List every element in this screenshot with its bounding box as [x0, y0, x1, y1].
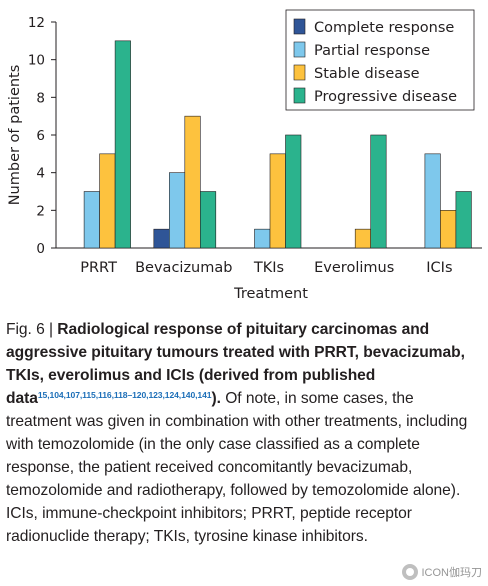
y-tick-label: 8	[36, 90, 45, 106]
x-tick-label: TKIs	[253, 260, 284, 276]
bar-chart: 0 2 4 6 8 10 12 Number of patients PRRT Bevacizum…	[7, 9, 482, 302]
x-tick-label: Bevacizumab	[135, 260, 232, 276]
chart-svg: 0 2 4 6 8 10 12 Number of patients PRRT Bevacizum…	[7, 9, 482, 302]
watermark-text: ICON伽玛刀	[421, 567, 483, 579]
x-axis-label: Treatment	[233, 286, 308, 302]
bar-stable-disease-icis	[440, 210, 457, 249]
x-tick-label: ICIs	[426, 260, 452, 276]
y-tick-label: 2	[36, 203, 45, 219]
legend-swatch	[293, 18, 306, 35]
caption-title: Radiological response of pituitary carci…	[6, 321, 465, 407]
figure-caption: Fig. 6 | Radiological response of pituit…	[6, 318, 482, 548]
bar-stable-disease-everolimus	[354, 228, 372, 249]
legend-label: Partial response	[314, 43, 430, 59]
x-tick-label: PRRT	[80, 260, 117, 276]
bar-complete-response-bevacizumab	[153, 228, 170, 249]
legend-label: Complete response	[314, 20, 454, 36]
caption-references[interactable]: 15,104,107,115,116,118–120,123,124,140,1…	[37, 390, 212, 400]
bar-partial-response-icis	[424, 153, 441, 249]
y-tick-label: 12	[28, 15, 45, 31]
bar-stable-disease-bevacizumab	[184, 115, 201, 249]
bar-progressive-disease-icis	[455, 191, 472, 249]
legend-swatch	[293, 41, 306, 58]
bar-progressive-disease-prrt	[114, 40, 131, 249]
x-tick-label: Everolimus	[314, 260, 394, 276]
bar-partial-response-tkis	[254, 228, 271, 249]
y-tick-label: 6	[36, 128, 45, 144]
bar-progressive-disease-tkis	[285, 134, 302, 249]
bar-partial-response-prrt	[83, 191, 100, 249]
bar-progressive-disease-bevacizumab	[200, 191, 217, 249]
legend-swatch	[293, 64, 306, 81]
caption-body: Of note, in some cases, the treatment wa…	[6, 390, 468, 545]
y-tick-label: 10	[28, 53, 45, 69]
bar-stable-disease-prrt	[99, 153, 116, 249]
caption-title-end: ).	[211, 390, 221, 407]
watermark-logo-icon	[401, 564, 418, 580]
y-axis-label: Number of patients	[7, 65, 23, 206]
figure-label: Fig. 6 |	[6, 321, 58, 338]
bar-stable-disease-tkis	[269, 153, 286, 249]
legend-swatch	[293, 87, 306, 104]
watermark: ICON伽玛刀	[401, 564, 483, 580]
bar-partial-response-bevacizumab	[169, 172, 186, 249]
legend-label: Stable disease	[314, 66, 420, 82]
y-tick-label: 4	[36, 166, 45, 182]
y-tick-label: 0	[36, 241, 45, 257]
legend-label: Progressive disease	[314, 89, 457, 105]
legend-box	[285, 9, 475, 111]
bar-progressive-disease-everolimus	[370, 134, 387, 249]
